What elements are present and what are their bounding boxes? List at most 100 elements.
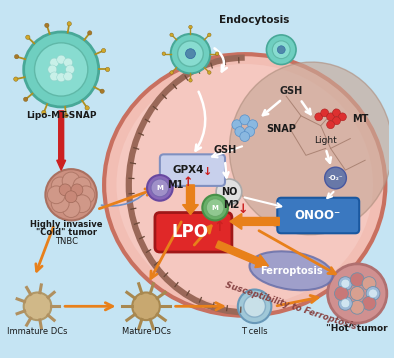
FancyBboxPatch shape [277,198,359,233]
Circle shape [47,186,65,204]
Circle shape [162,52,165,55]
Circle shape [362,277,376,290]
Text: GSH: GSH [279,86,303,96]
Circle shape [350,286,364,300]
Circle shape [45,169,97,221]
Ellipse shape [249,251,333,290]
Circle shape [368,289,377,298]
Circle shape [206,199,224,217]
Circle shape [87,31,92,35]
Circle shape [73,177,91,195]
Circle shape [232,120,242,130]
Text: ↓: ↓ [203,167,212,177]
Text: ↑: ↑ [182,176,193,189]
Circle shape [321,109,329,117]
Circle shape [100,89,104,93]
Circle shape [189,25,192,29]
Circle shape [208,33,211,37]
Text: M1: M1 [167,180,184,190]
Circle shape [216,179,242,205]
Circle shape [362,296,376,310]
Circle shape [170,71,173,74]
Circle shape [15,54,19,59]
Ellipse shape [117,64,373,306]
Text: Ferroptosis: Ferroptosis [260,266,322,276]
Circle shape [366,286,380,300]
Circle shape [338,113,346,121]
Circle shape [272,41,290,59]
Circle shape [328,264,387,323]
Text: "Hot" tumor: "Hot" tumor [326,324,388,333]
Text: Lipo-MT-SNAP: Lipo-MT-SNAP [26,111,97,120]
Text: Immature DCs: Immature DCs [7,328,68,337]
Circle shape [315,113,323,121]
FancyBboxPatch shape [160,154,225,186]
Circle shape [178,41,203,67]
Circle shape [57,55,66,64]
Circle shape [341,279,350,288]
Circle shape [73,195,91,213]
Text: ·O₂⁻: ·O₂⁻ [328,175,343,181]
Circle shape [42,110,46,115]
Text: GSH: GSH [214,145,237,155]
Circle shape [51,177,69,195]
Text: Mature DCs: Mature DCs [122,328,171,337]
Circle shape [244,295,266,317]
Circle shape [240,115,250,125]
Text: Light: Light [314,136,337,145]
Text: ↓: ↓ [238,203,248,216]
Circle shape [14,77,18,81]
Text: SNAP: SNAP [266,124,296,134]
Circle shape [333,117,340,125]
Circle shape [65,191,77,203]
Circle shape [327,121,335,129]
Circle shape [35,43,88,96]
Circle shape [238,290,271,323]
Circle shape [24,32,98,107]
Text: ONOO⁻: ONOO⁻ [295,209,341,222]
Text: M: M [212,205,219,211]
Circle shape [71,184,83,196]
Circle shape [170,33,173,37]
Circle shape [171,34,210,73]
Text: NO: NO [221,187,237,197]
Text: M2: M2 [223,200,239,210]
Circle shape [208,71,211,74]
Circle shape [51,195,69,213]
Circle shape [77,186,95,204]
Circle shape [48,65,57,74]
Circle shape [245,127,255,136]
Circle shape [266,35,296,64]
Text: ↑: ↑ [213,221,225,234]
FancyArrow shape [57,111,66,170]
Circle shape [327,113,335,121]
Text: TNBC: TNBC [55,237,78,246]
Text: Endocytosis: Endocytosis [219,15,290,25]
Text: "Cold" tumor: "Cold" tumor [35,228,97,237]
Circle shape [235,127,245,136]
Circle shape [85,106,89,110]
Circle shape [240,132,250,141]
FancyArrow shape [216,241,268,267]
Circle shape [189,78,192,82]
Ellipse shape [229,62,392,235]
Circle shape [62,200,80,218]
Circle shape [338,277,352,290]
Circle shape [216,52,219,55]
Circle shape [45,23,49,28]
FancyArrow shape [230,213,279,229]
Text: GPX4: GPX4 [173,165,204,175]
Text: Susceptibility to Ferroptosis: Susceptibility to Ferroptosis [224,281,358,332]
FancyArrow shape [182,185,198,214]
Circle shape [26,35,30,39]
Circle shape [325,167,346,189]
Text: MT: MT [352,114,369,124]
Circle shape [64,58,72,67]
Circle shape [64,72,72,81]
Circle shape [67,21,71,26]
Circle shape [106,67,110,72]
Circle shape [24,292,51,320]
Circle shape [66,65,74,74]
Circle shape [335,286,348,300]
Circle shape [147,175,173,201]
